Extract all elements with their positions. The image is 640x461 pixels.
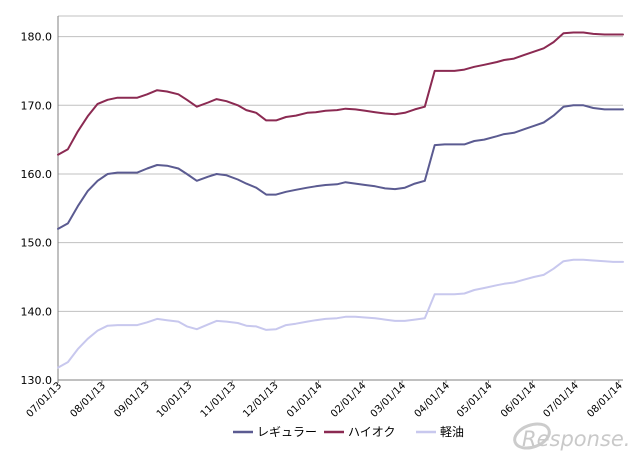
x-tick-label: 11/01/13: [199, 380, 239, 420]
x-tick-label: 07/01/14: [541, 380, 581, 420]
watermark-text: Response.: [522, 427, 630, 451]
y-tick-label: 150.0: [21, 237, 53, 250]
legend-label-2: 軽油: [440, 425, 464, 439]
x-tick-label: 01/01/14: [285, 380, 325, 420]
x-tick-label: 09/01/13: [112, 380, 152, 420]
x-tick-label: 05/01/14: [455, 380, 495, 420]
y-tick-label: 170.0: [21, 99, 53, 112]
y-tick-label: 160.0: [21, 168, 53, 181]
legend-label-1: ハイオク: [348, 425, 396, 439]
response-logo: Response.: [513, 422, 630, 451]
x-tick-label: 02/01/14: [329, 380, 369, 420]
logo-swoosh-icon: [513, 422, 551, 450]
series-line-1: [57, 31, 624, 156]
x-tick-label: 10/01/13: [155, 380, 195, 420]
series-lines: [57, 31, 624, 369]
x-tick-label: 06/01/14: [499, 380, 539, 420]
series-line-2: [57, 258, 624, 369]
series-line-0: [57, 104, 624, 230]
x-axis: 07/01/13 08/01/13 09/01/13 10/01/13 11/01/13…: [25, 379, 625, 420]
legend-label-0: レギュラー: [257, 425, 317, 439]
x-tick-label: 03/01/14: [369, 380, 409, 420]
y-tick-label: 130.0: [21, 374, 53, 387]
x-tick-label: 04/01/14: [413, 380, 453, 420]
gridlines: [58, 15, 623, 312]
x-tick-label: 12/01/13: [241, 380, 281, 420]
y-axis: 130.0 140.0 150.0 160.0 170.0 180.0: [21, 16, 59, 387]
x-tick-label: 08/01/14: [585, 380, 625, 420]
y-tick-label: 140.0: [21, 305, 53, 318]
x-tick-label: 08/01/13: [68, 380, 108, 420]
legend: レギュラー ハイオク 軽油: [233, 425, 464, 439]
y-tick-label: 180.0: [21, 31, 53, 44]
